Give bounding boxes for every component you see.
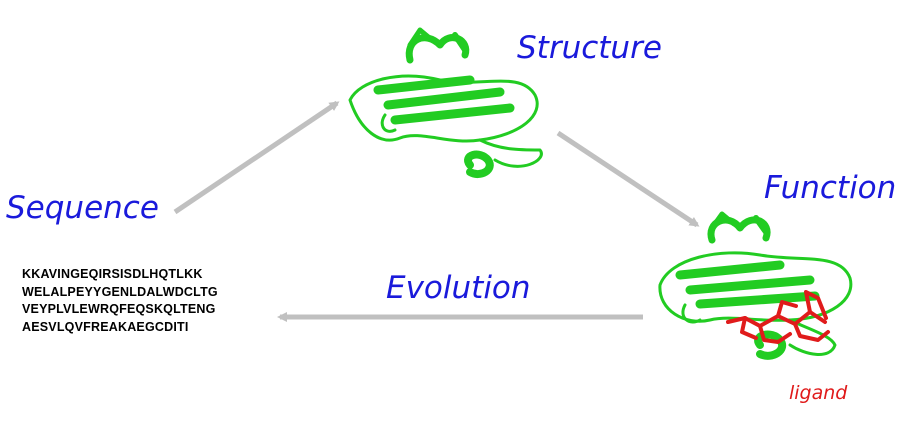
amino-acid-sequence: KKAVINGEQIRSISDLHQTLKK WELALPEYYGENLDALW… [22, 266, 218, 336]
ligand-molecule [726, 290, 830, 344]
sequence-label: Sequence [6, 190, 159, 226]
structure-label: Structure [517, 30, 662, 66]
arrow-structure-to-function [556, 130, 700, 228]
sequence-line: AESVLQVFREAKAEGCDITI [22, 319, 189, 334]
function-label: Function [764, 170, 897, 206]
sequence-line: WELALPEYYGENLDALWDCLTG [22, 284, 218, 299]
evolution-label: Evolution [386, 270, 531, 306]
sequence-line: KKAVINGEQIRSISDLHQTLKK [22, 267, 203, 281]
protein-function-image [658, 211, 853, 360]
ligand-label: ligand [789, 382, 848, 404]
protein-structure-image [348, 27, 543, 179]
arrow-sequence-to-structure [173, 100, 340, 215]
sequence-line: VEYPLVLEWRQFEQSKQLTENG [22, 302, 216, 316]
